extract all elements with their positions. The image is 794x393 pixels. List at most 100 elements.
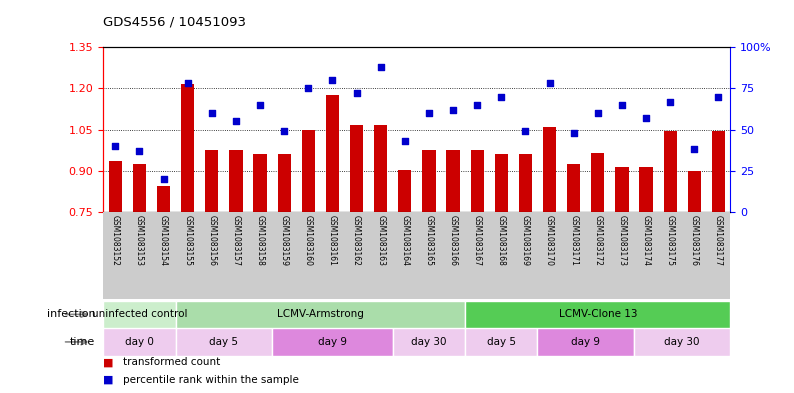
Bar xyxy=(205,151,218,212)
Point xyxy=(229,118,242,125)
Point xyxy=(302,85,314,92)
Point xyxy=(278,128,291,134)
Point xyxy=(471,102,484,108)
Text: infection: infection xyxy=(47,309,95,320)
Point xyxy=(712,94,725,100)
Text: GSM1083175: GSM1083175 xyxy=(665,215,675,266)
Point xyxy=(664,99,676,105)
Bar xyxy=(326,95,339,212)
Text: day 30: day 30 xyxy=(665,337,700,347)
Point xyxy=(399,138,411,144)
Bar xyxy=(518,154,532,212)
Bar xyxy=(374,125,387,212)
Point xyxy=(206,110,218,116)
Text: time: time xyxy=(70,337,95,347)
Text: ■: ■ xyxy=(103,375,114,385)
Text: GSM1083160: GSM1083160 xyxy=(304,215,313,266)
Bar xyxy=(175,328,272,356)
Point xyxy=(253,102,266,108)
Text: day 0: day 0 xyxy=(125,337,154,347)
Bar xyxy=(398,170,411,212)
Point xyxy=(567,130,580,136)
Point xyxy=(447,107,460,113)
Point xyxy=(157,176,170,182)
Bar xyxy=(103,301,175,328)
Bar xyxy=(229,151,242,212)
Text: GSM1083167: GSM1083167 xyxy=(472,215,482,266)
Text: GSM1083176: GSM1083176 xyxy=(690,215,699,266)
Point xyxy=(592,110,604,116)
Bar xyxy=(711,131,725,212)
Text: GSM1083177: GSM1083177 xyxy=(714,215,723,266)
Bar xyxy=(103,328,175,356)
Point xyxy=(422,110,435,116)
Text: day 5: day 5 xyxy=(487,337,516,347)
Bar xyxy=(181,84,195,212)
Text: GSM1083168: GSM1083168 xyxy=(497,215,506,266)
Text: GSM1083162: GSM1083162 xyxy=(352,215,361,266)
Text: GSM1083164: GSM1083164 xyxy=(400,215,409,266)
Text: GSM1083170: GSM1083170 xyxy=(545,215,554,266)
Bar xyxy=(253,154,267,212)
Bar xyxy=(272,328,393,356)
Bar xyxy=(688,171,701,212)
Bar xyxy=(495,154,508,212)
Bar xyxy=(393,328,465,356)
Bar xyxy=(109,162,122,212)
Text: uninfected control: uninfected control xyxy=(91,309,187,320)
Text: GSM1083159: GSM1083159 xyxy=(279,215,289,266)
Point xyxy=(133,148,146,154)
Text: GSM1083157: GSM1083157 xyxy=(231,215,241,266)
Text: GSM1083172: GSM1083172 xyxy=(593,215,603,266)
Point xyxy=(181,80,194,86)
Bar xyxy=(175,301,465,328)
Bar xyxy=(446,151,460,212)
Bar xyxy=(133,164,146,212)
Text: GSM1083174: GSM1083174 xyxy=(642,215,650,266)
Text: ■: ■ xyxy=(103,358,114,367)
Text: day 9: day 9 xyxy=(571,337,600,347)
Text: GSM1083155: GSM1083155 xyxy=(183,215,192,266)
Bar xyxy=(465,301,730,328)
Text: GSM1083166: GSM1083166 xyxy=(449,215,457,266)
Text: day 5: day 5 xyxy=(210,337,238,347)
Text: GSM1083156: GSM1083156 xyxy=(207,215,216,266)
Point xyxy=(519,128,532,134)
Bar xyxy=(157,186,170,212)
Text: day 9: day 9 xyxy=(318,337,347,347)
Point xyxy=(374,64,387,70)
Text: GSM1083165: GSM1083165 xyxy=(425,215,434,266)
Text: percentile rank within the sample: percentile rank within the sample xyxy=(123,375,299,385)
Text: GSM1083161: GSM1083161 xyxy=(328,215,337,266)
Text: GSM1083153: GSM1083153 xyxy=(135,215,144,266)
Text: GDS4556 / 10451093: GDS4556 / 10451093 xyxy=(103,16,246,29)
Point xyxy=(543,80,556,86)
Bar xyxy=(543,127,556,212)
Text: GSM1083171: GSM1083171 xyxy=(569,215,578,266)
Bar xyxy=(302,130,315,212)
Bar xyxy=(422,151,436,212)
Point xyxy=(640,115,653,121)
Point xyxy=(688,146,700,152)
Bar xyxy=(634,328,730,356)
Bar xyxy=(615,167,629,212)
Text: LCMV-Armstrong: LCMV-Armstrong xyxy=(277,309,364,320)
Bar xyxy=(639,167,653,212)
Point xyxy=(495,94,507,100)
Bar xyxy=(592,153,604,212)
Point xyxy=(615,102,628,108)
Text: GSM1083169: GSM1083169 xyxy=(521,215,530,266)
Point xyxy=(109,143,121,149)
Text: day 30: day 30 xyxy=(411,337,447,347)
Bar xyxy=(471,151,484,212)
Text: transformed count: transformed count xyxy=(123,358,220,367)
Bar xyxy=(278,154,291,212)
Bar xyxy=(350,125,363,212)
Text: GSM1083154: GSM1083154 xyxy=(159,215,168,266)
Point xyxy=(350,90,363,97)
Text: GSM1083152: GSM1083152 xyxy=(111,215,120,266)
Bar xyxy=(538,328,634,356)
Text: LCMV-Clone 13: LCMV-Clone 13 xyxy=(558,309,637,320)
Text: GSM1083163: GSM1083163 xyxy=(376,215,385,266)
Point xyxy=(326,77,339,83)
